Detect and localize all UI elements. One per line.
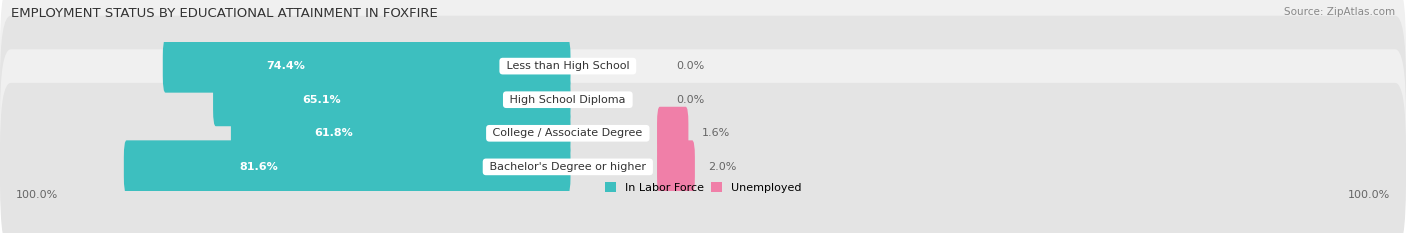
Text: 61.8%: 61.8% <box>315 128 353 138</box>
Text: 81.6%: 81.6% <box>239 162 278 172</box>
Text: Less than High School: Less than High School <box>503 61 633 71</box>
FancyBboxPatch shape <box>163 40 571 93</box>
Text: High School Diploma: High School Diploma <box>506 95 630 105</box>
Text: 2.0%: 2.0% <box>709 162 737 172</box>
Legend: In Labor Force, Unemployed: In Labor Force, Unemployed <box>605 182 801 193</box>
FancyBboxPatch shape <box>231 107 571 160</box>
FancyBboxPatch shape <box>0 16 1406 184</box>
Text: 0.0%: 0.0% <box>676 61 704 71</box>
FancyBboxPatch shape <box>124 140 571 193</box>
Text: 1.6%: 1.6% <box>702 128 730 138</box>
FancyBboxPatch shape <box>0 49 1406 217</box>
FancyBboxPatch shape <box>0 0 1406 150</box>
FancyBboxPatch shape <box>214 73 571 126</box>
Text: Bachelor's Degree or higher: Bachelor's Degree or higher <box>486 162 650 172</box>
Text: EMPLOYMENT STATUS BY EDUCATIONAL ATTAINMENT IN FOXFIRE: EMPLOYMENT STATUS BY EDUCATIONAL ATTAINM… <box>11 7 439 20</box>
Text: 0.0%: 0.0% <box>676 95 704 105</box>
FancyBboxPatch shape <box>0 83 1406 233</box>
FancyBboxPatch shape <box>657 107 689 160</box>
Text: 65.1%: 65.1% <box>302 95 340 105</box>
FancyBboxPatch shape <box>657 140 695 193</box>
Text: 100.0%: 100.0% <box>17 190 59 200</box>
Text: 100.0%: 100.0% <box>1347 190 1389 200</box>
Text: College / Associate Degree: College / Associate Degree <box>489 128 647 138</box>
Text: 74.4%: 74.4% <box>267 61 305 71</box>
Text: Source: ZipAtlas.com: Source: ZipAtlas.com <box>1284 7 1395 17</box>
